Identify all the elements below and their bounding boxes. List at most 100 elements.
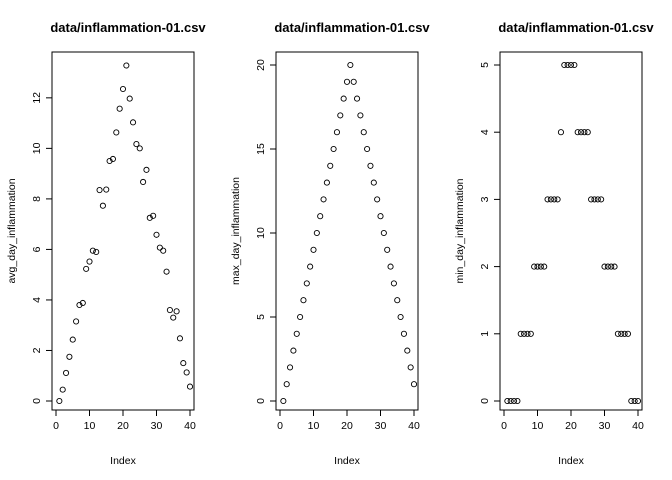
data-point: [387, 263, 394, 270]
data-point: [350, 78, 357, 85]
y-axis-label: avg_day_inflammation: [6, 178, 18, 283]
data-point: [374, 196, 381, 203]
data-point: [534, 263, 541, 270]
data-point: [103, 186, 110, 193]
x-tick-label: 30: [375, 420, 387, 432]
y-tick-label: 5: [479, 62, 491, 68]
y-tick-label: 2: [479, 264, 491, 270]
data-point: [133, 141, 140, 148]
data-point: [624, 330, 632, 337]
data-point: [113, 129, 120, 136]
y-tick-label: 1: [479, 331, 491, 337]
plot-frame: [275, 51, 419, 411]
data-point: [634, 397, 642, 405]
data-point: [173, 308, 180, 315]
data-point: [608, 263, 615, 270]
data-point: [307, 263, 314, 270]
data-point: [340, 95, 347, 102]
data-point: [183, 369, 190, 376]
data-point: [143, 166, 150, 173]
data-point: [360, 129, 367, 136]
y-tick-label: 0: [479, 398, 491, 404]
data-point: [407, 364, 414, 371]
x-tick-label: 30: [151, 420, 163, 432]
data-point: [330, 145, 337, 153]
data-point: [601, 263, 608, 270]
x-tick-label: 40: [184, 420, 196, 432]
data-point: [347, 61, 354, 69]
data-point: [598, 196, 605, 203]
x-tick-label: 40: [408, 420, 420, 432]
data-point: [317, 213, 324, 220]
x-tick-label: 40: [632, 420, 644, 432]
data-point: [63, 369, 70, 377]
data-point: [384, 246, 391, 253]
data-point: [578, 129, 585, 136]
data-point: [353, 95, 361, 102]
data-point: [370, 179, 377, 186]
data-point: [86, 258, 93, 265]
data-point: [136, 145, 143, 152]
data-point: [176, 335, 183, 342]
data-point: [514, 397, 521, 405]
plot-panel-1: data/inflammation-01.csv 0 10 20 30 40 Index 0 2…: [6, 20, 207, 467]
x-tick-label: 20: [117, 420, 129, 432]
data-point: [367, 162, 374, 169]
data-point: [333, 129, 341, 136]
data-point: [303, 280, 310, 287]
y-tick-label: 0: [31, 398, 43, 404]
data-point: [150, 212, 157, 219]
x-axis-label: Index: [558, 455, 584, 467]
data-point: [524, 330, 531, 337]
x-tick-label: 30: [599, 420, 611, 432]
data-point: [380, 229, 387, 237]
y-tick-label: 10: [31, 142, 43, 154]
data-point: [323, 179, 330, 186]
x-axis-label: Index: [110, 455, 136, 467]
data-point: [521, 330, 528, 337]
data-point: [618, 330, 625, 337]
data-point: [153, 231, 160, 238]
data-point: [300, 297, 307, 304]
data-point: [537, 263, 544, 270]
data-point: [89, 247, 96, 254]
y-tick-label: 12: [31, 92, 43, 104]
data-point: [119, 85, 127, 93]
x-tick-label: 0: [501, 420, 507, 432]
x-tick-label: 10: [84, 420, 96, 432]
data-point: [377, 213, 384, 220]
data-point: [283, 381, 290, 388]
data-point: [337, 112, 344, 119]
data-point: [123, 62, 130, 69]
data-point: [79, 299, 86, 307]
data-point: [551, 196, 558, 203]
data-point: [594, 196, 601, 203]
data-point: [390, 280, 397, 287]
y-tick-label: 6: [31, 246, 43, 252]
data-point: [286, 364, 294, 371]
y-tick-label: 4: [31, 297, 43, 303]
data-point: [56, 397, 63, 405]
data-point: [280, 397, 287, 405]
data-point: [591, 196, 598, 203]
data-point: [584, 129, 591, 136]
data-point: [66, 353, 73, 360]
data-point: [541, 263, 548, 270]
y-tick-label: 4: [479, 129, 491, 135]
data-point: [567, 61, 575, 69]
chart-title: data/inflammation-01.csv: [274, 20, 430, 35]
y-tick-label: 0: [255, 398, 267, 404]
data-point: [504, 397, 511, 405]
plot-panel-3: data/inflammation-01.csv 0 10 20 30 40 Index 0 1…: [454, 20, 655, 467]
data-point: [621, 330, 628, 337]
plot-panel-2: data/inflammation-01.csv 0 10 20 30 40 Index 0 5…: [230, 20, 431, 467]
x-tick-label: 0: [53, 420, 59, 432]
data-point: [581, 129, 588, 136]
data-point: [69, 336, 76, 343]
data-point: [146, 214, 153, 221]
data-point: [106, 157, 113, 165]
data-point: [531, 263, 538, 270]
y-tick-label: 10: [255, 227, 267, 239]
data-point: [364, 145, 371, 153]
